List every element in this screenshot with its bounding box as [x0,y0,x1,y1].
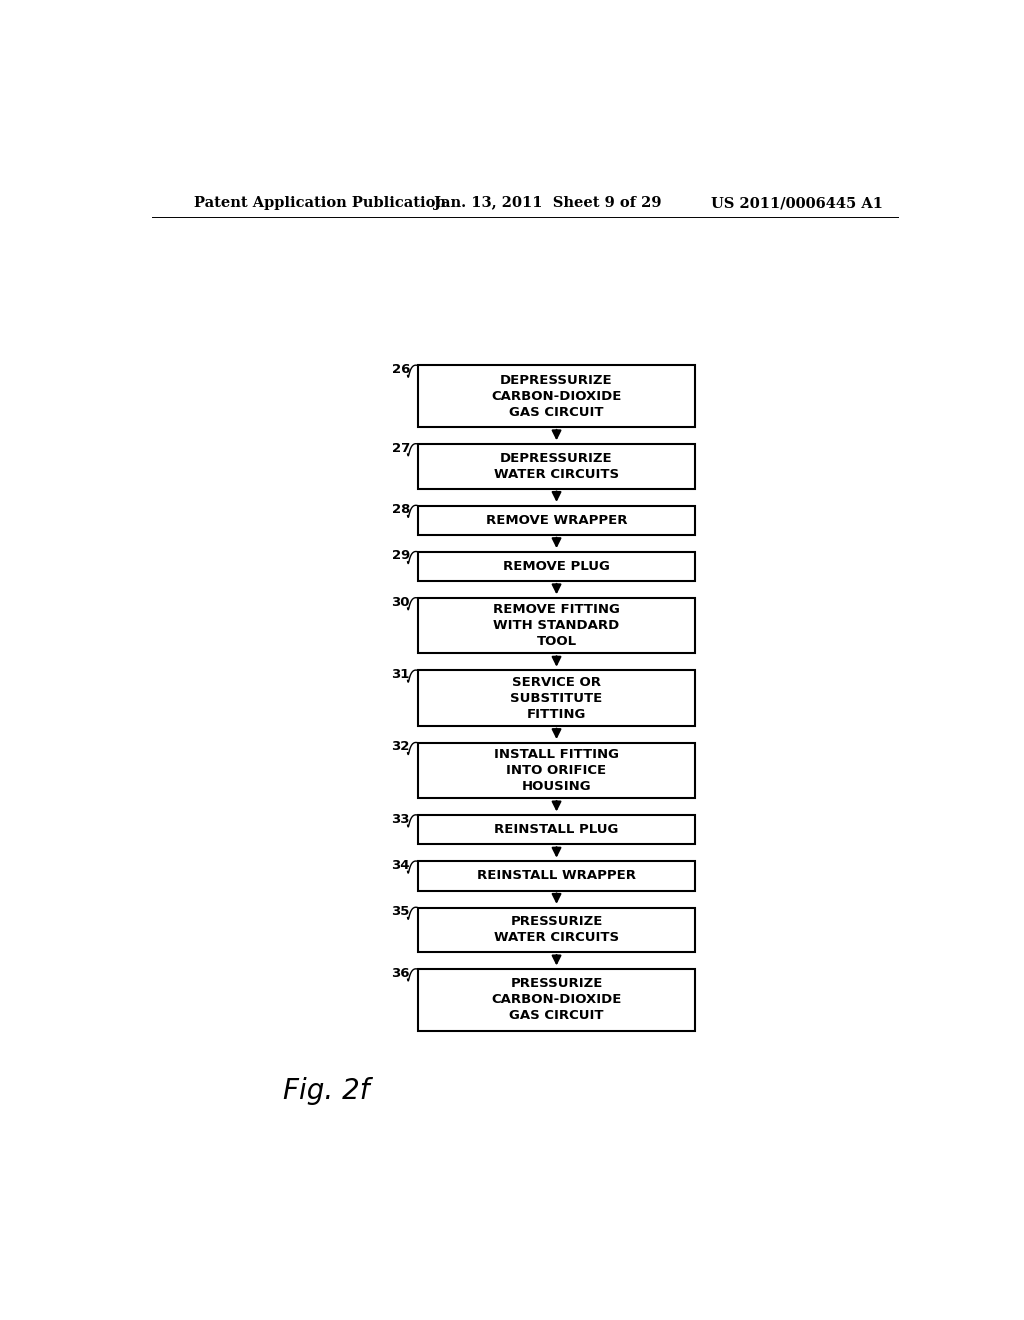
Text: 34: 34 [391,859,410,873]
Text: 26: 26 [391,363,410,376]
Bar [418,908,695,952]
Bar [418,671,695,726]
Text: DEPRESSURIZE
CARBON-DIOXIDE
GAS CIRCUIT: DEPRESSURIZE CARBON-DIOXIDE GAS CIRCUIT [492,374,622,418]
Text: 32: 32 [391,741,410,754]
Bar [418,969,695,1031]
Text: 29: 29 [391,549,410,562]
Bar [418,598,695,653]
Text: INSTALL FITTING
INTO ORIFICE
HOUSING: INSTALL FITTING INTO ORIFICE HOUSING [494,748,620,793]
Text: PRESSURIZE
CARBON-DIOXIDE
GAS CIRCUIT: PRESSURIZE CARBON-DIOXIDE GAS CIRCUIT [492,977,622,1023]
Text: DEPRESSURIZE
WATER CIRCUITS: DEPRESSURIZE WATER CIRCUITS [494,451,620,480]
Text: 35: 35 [391,906,410,919]
Text: SERVICE OR
SUBSTITUTE
FITTING: SERVICE OR SUBSTITUTE FITTING [510,676,603,721]
Text: REMOVE PLUG: REMOVE PLUG [503,560,610,573]
Text: Fig. 2f: Fig. 2f [284,1077,370,1105]
Text: Patent Application Publication: Patent Application Publication [194,197,445,210]
Text: REMOVE WRAPPER: REMOVE WRAPPER [485,513,628,527]
Text: 28: 28 [391,503,410,516]
Text: 33: 33 [391,813,410,826]
Bar [418,444,695,488]
Bar [418,816,695,845]
Text: REINSTALL WRAPPER: REINSTALL WRAPPER [477,870,636,883]
Text: REMOVE FITTING
WITH STANDARD
TOOL: REMOVE FITTING WITH STANDARD TOOL [494,603,620,648]
Text: Jan. 13, 2011  Sheet 9 of 29: Jan. 13, 2011 Sheet 9 of 29 [433,197,662,210]
Bar [418,552,695,581]
Text: 30: 30 [391,595,410,609]
Bar [418,862,695,891]
Bar [418,366,695,428]
Text: US 2011/0006445 A1: US 2011/0006445 A1 [712,197,884,210]
Text: 27: 27 [391,442,410,454]
Bar [418,743,695,799]
Text: 31: 31 [391,668,410,681]
Bar [418,506,695,535]
Text: PRESSURIZE
WATER CIRCUITS: PRESSURIZE WATER CIRCUITS [494,915,620,944]
Text: 36: 36 [391,966,410,979]
Text: REINSTALL PLUG: REINSTALL PLUG [495,824,618,837]
